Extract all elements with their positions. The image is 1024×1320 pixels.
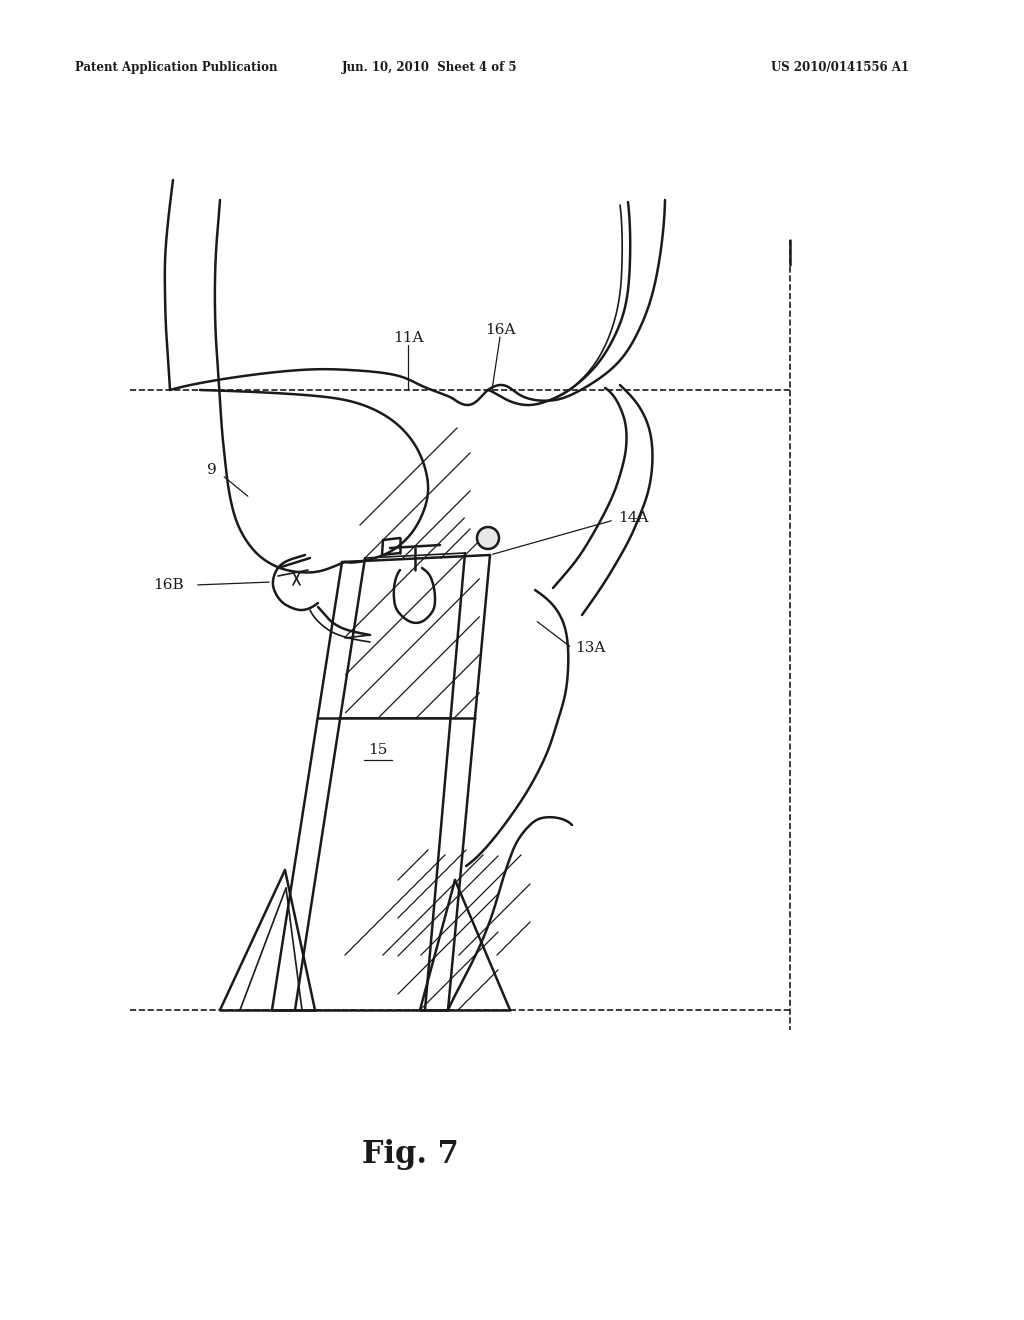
Text: Patent Application Publication: Patent Application Publication [75,62,278,74]
Text: 16A: 16A [484,323,515,337]
Text: 15: 15 [369,743,388,756]
Text: 16B: 16B [153,578,183,591]
Text: 11A: 11A [393,331,423,345]
Text: Jun. 10, 2010  Sheet 4 of 5: Jun. 10, 2010 Sheet 4 of 5 [342,62,518,74]
Text: 13A: 13A [575,642,605,655]
Text: US 2010/0141556 A1: US 2010/0141556 A1 [771,62,909,74]
Text: 14A: 14A [618,511,648,525]
Circle shape [477,527,499,549]
Text: 9: 9 [207,463,217,477]
Text: Fig. 7: Fig. 7 [361,1139,459,1171]
